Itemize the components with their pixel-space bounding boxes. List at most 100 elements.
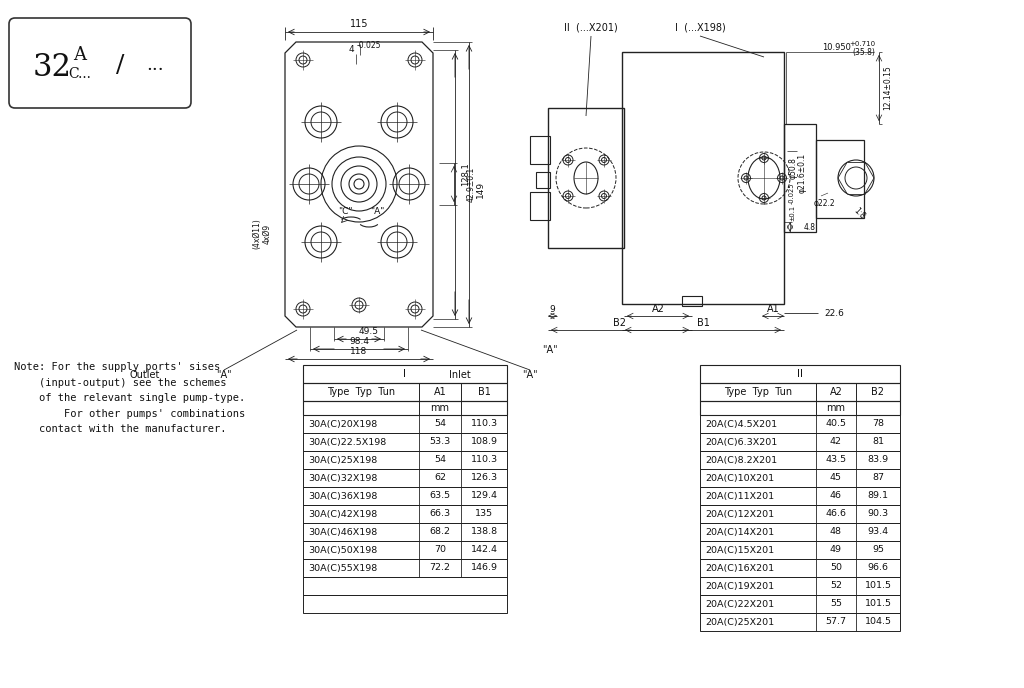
Text: 89.1: 89.1 (867, 491, 889, 500)
Text: 101.5: 101.5 (864, 581, 892, 590)
Text: "A": "A" (522, 370, 538, 380)
Text: 20A(C)16X201: 20A(C)16X201 (705, 563, 774, 572)
Bar (700, 487, 900, 505)
Bar (700, 559, 900, 577)
Bar (303, 415, 507, 433)
Bar (700, 401, 900, 415)
Text: 40.5: 40.5 (825, 420, 847, 429)
Text: Type  Typ  Tun: Type Typ Tun (327, 387, 395, 397)
Bar (303, 383, 507, 401)
Bar (303, 469, 507, 487)
Text: φ50.8: φ50.8 (790, 157, 798, 179)
Text: C...: C... (69, 67, 91, 81)
Bar (700, 451, 900, 469)
Text: 20A(C)12X201: 20A(C)12X201 (705, 510, 774, 519)
Text: 54: 54 (434, 455, 446, 464)
Text: 20A(C)6.3X201: 20A(C)6.3X201 (705, 438, 777, 447)
Text: 110.3: 110.3 (470, 420, 498, 429)
Text: 90.3: 90.3 (867, 510, 889, 519)
Bar (303, 595, 507, 613)
Text: 95: 95 (872, 546, 884, 555)
Text: 10.950: 10.950 (822, 43, 851, 52)
Bar (303, 451, 507, 469)
Text: mm: mm (430, 403, 450, 413)
Text: 9: 9 (549, 305, 555, 314)
Bar (700, 577, 900, 595)
FancyBboxPatch shape (9, 18, 191, 108)
Text: 4.8: 4.8 (804, 222, 816, 231)
Text: -0.025: -0.025 (356, 41, 381, 50)
Text: 115: 115 (350, 19, 369, 29)
Text: A2: A2 (651, 304, 665, 314)
Bar (303, 401, 507, 415)
Text: Outlet: Outlet (130, 370, 160, 380)
Text: 4: 4 (348, 45, 354, 54)
Bar (530, 136, 550, 164)
Text: 20A(C)19X201: 20A(C)19X201 (705, 581, 774, 590)
Bar (548, 108, 624, 248)
Text: 87: 87 (872, 473, 884, 482)
Text: 129.4: 129.4 (470, 491, 498, 500)
Bar (700, 365, 900, 383)
Text: A1: A1 (433, 387, 446, 397)
Bar (700, 523, 900, 541)
Text: 42.9±0.1: 42.9±0.1 (467, 166, 476, 202)
Text: Inlet: Inlet (450, 370, 471, 380)
Text: 110.3: 110.3 (470, 455, 498, 464)
Text: 20A(C)15X201: 20A(C)15X201 (705, 546, 774, 555)
Text: 149: 149 (476, 180, 485, 197)
Text: 135: 135 (475, 510, 494, 519)
Text: 43.5: 43.5 (825, 455, 847, 464)
Text: 104.5: 104.5 (864, 618, 892, 627)
Text: 70: 70 (434, 546, 446, 555)
Text: mm: mm (826, 403, 846, 413)
Text: "A": "A" (216, 370, 231, 380)
Text: 22.6: 22.6 (824, 308, 844, 317)
Text: 30A(C)20X198: 30A(C)20X198 (308, 420, 377, 429)
Text: 93.4: 93.4 (867, 528, 889, 537)
Bar (700, 469, 900, 487)
Text: 1:8: 1:8 (852, 206, 866, 220)
Text: φ21.6±0.1: φ21.6±0.1 (798, 153, 807, 193)
Bar (700, 383, 900, 401)
Text: 96.6: 96.6 (867, 563, 889, 572)
Bar (303, 523, 507, 541)
Text: 128.1: 128.1 (461, 162, 470, 186)
Text: 30A(C)46X198: 30A(C)46X198 (308, 528, 377, 537)
Text: B1: B1 (477, 387, 490, 397)
Bar (303, 433, 507, 451)
Text: 78: 78 (872, 420, 884, 429)
Text: 126.3: 126.3 (470, 473, 498, 482)
Text: "A": "A" (542, 345, 558, 355)
Text: (4xØ11): (4xØ11) (253, 219, 261, 249)
Text: 30A(C)25X198: 30A(C)25X198 (308, 455, 377, 464)
Text: I: I (403, 369, 407, 379)
Text: 50: 50 (830, 563, 842, 572)
Bar (303, 505, 507, 523)
Text: 20A(C)4.5X201: 20A(C)4.5X201 (705, 420, 777, 429)
Text: II: II (797, 369, 803, 379)
Bar (784, 124, 816, 232)
Text: 20A(C)11X201: 20A(C)11X201 (705, 491, 774, 500)
Text: 54: 54 (434, 420, 446, 429)
Text: 46: 46 (830, 491, 842, 500)
Text: 20A(C)25X201: 20A(C)25X201 (705, 618, 774, 627)
Bar (303, 487, 507, 505)
Text: ±0.1: ±0.1 (790, 205, 795, 221)
Text: 142.4: 142.4 (470, 546, 498, 555)
Text: +0.710: +0.710 (849, 41, 876, 47)
Bar (700, 613, 900, 631)
Text: -0.025: -0.025 (790, 182, 795, 204)
Text: 72.2: 72.2 (429, 563, 451, 572)
Text: I  (...X198): I (...X198) (675, 23, 725, 33)
Text: A: A (74, 46, 86, 64)
Text: 146.9: 146.9 (470, 563, 498, 572)
Text: 101.5: 101.5 (864, 599, 892, 608)
Text: /: / (116, 54, 124, 76)
Text: Type  Typ  Tun: Type Typ Tun (724, 387, 792, 397)
Text: 30A(C)50X198: 30A(C)50X198 (308, 546, 377, 555)
Bar (700, 541, 900, 559)
Text: 30A(C)55X198: 30A(C)55X198 (308, 563, 377, 572)
Bar (682, 296, 702, 306)
Text: "C": "C" (338, 208, 352, 217)
